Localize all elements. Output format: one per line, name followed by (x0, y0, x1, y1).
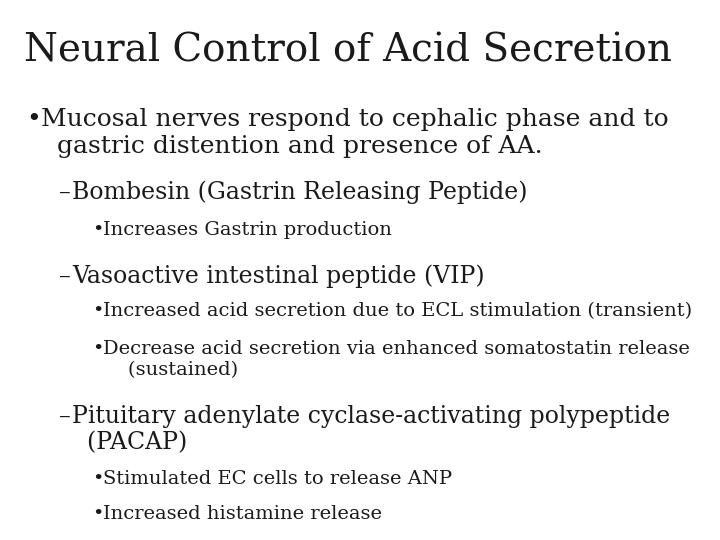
Text: Mucosal nerves respond to cephalic phase and to
  gastric distention and presenc: Mucosal nerves respond to cephalic phase… (41, 108, 669, 158)
Text: –: – (59, 181, 71, 204)
Text: •: • (91, 302, 103, 320)
Text: Decrease acid secretion via enhanced somatostatin release
    (sustained): Decrease acid secretion via enhanced som… (104, 340, 690, 379)
Text: Stimulated EC cells to release ANP: Stimulated EC cells to release ANP (104, 470, 453, 488)
Text: Increased histamine release: Increased histamine release (104, 505, 382, 523)
Text: •: • (91, 505, 103, 523)
Text: Increases Gastrin production: Increases Gastrin production (104, 221, 392, 239)
Text: •: • (91, 470, 103, 488)
Text: Vasoactive intestinal peptide (VIP): Vasoactive intestinal peptide (VIP) (72, 265, 485, 288)
Text: –: – (59, 265, 71, 288)
Text: Increased acid secretion due to ECL stimulation (transient): Increased acid secretion due to ECL stim… (104, 302, 693, 320)
Text: •: • (91, 340, 103, 358)
Text: Neural Control of Acid Secretion: Neural Control of Acid Secretion (24, 32, 672, 70)
Text: •: • (91, 221, 103, 239)
Text: Bombesin (Gastrin Releasing Peptide): Bombesin (Gastrin Releasing Peptide) (72, 181, 528, 205)
Text: •: • (27, 108, 41, 131)
Text: –: – (59, 405, 71, 428)
Text: Pituitary adenylate cyclase-activating polypeptide
  (PACAP): Pituitary adenylate cyclase-activating p… (72, 405, 670, 455)
